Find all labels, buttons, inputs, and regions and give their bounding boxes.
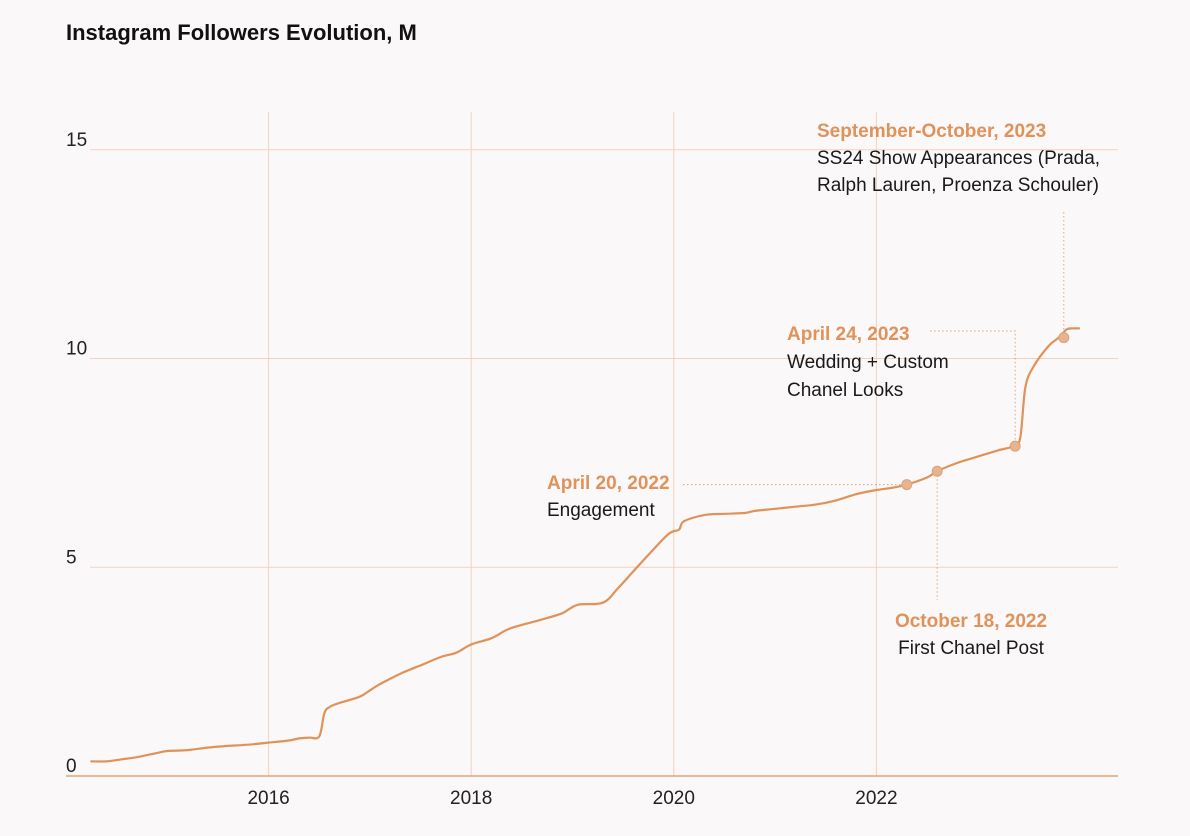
annotation-heading: April 20, 2022 bbox=[547, 473, 670, 494]
annotation-text: Engagement bbox=[547, 500, 655, 521]
annotation-text: Chanel Looks bbox=[787, 380, 903, 401]
annotation-marker bbox=[931, 465, 943, 477]
x-tick-label: 2018 bbox=[450, 788, 492, 809]
annotation-markers bbox=[901, 332, 1070, 491]
x-tick-label: 2016 bbox=[247, 788, 289, 809]
axes: 0 5 10 15 2016 2018 2020 2022 bbox=[66, 130, 1118, 809]
grid-lines bbox=[90, 112, 1118, 776]
annotation-text: First Chanel Post bbox=[898, 638, 1044, 659]
annotation-text: Wedding + Custom bbox=[787, 352, 949, 373]
y-tick-label: 0 bbox=[66, 756, 77, 777]
annotation-marker bbox=[901, 479, 913, 491]
annotations: April 20, 2022 Engagement October 18, 2022… bbox=[547, 121, 1100, 659]
y-tick-label: 15 bbox=[66, 130, 87, 151]
followers-series-line bbox=[90, 327, 1081, 763]
leader-line-wedding bbox=[930, 330, 1016, 447]
annotation-marker bbox=[1009, 440, 1021, 452]
x-tick-label: 2020 bbox=[653, 788, 695, 809]
x-tick-label: 2022 bbox=[855, 788, 897, 809]
y-tick-label: 10 bbox=[66, 339, 87, 360]
annotation-text: Ralph Lauren, Proenza Schouler) bbox=[817, 175, 1099, 196]
annotation-text: SS24 Show Appearances (Prada, bbox=[817, 148, 1100, 169]
chart-title: Instagram Followers Evolution, M bbox=[66, 20, 417, 45]
y-tick-label: 5 bbox=[66, 547, 77, 568]
annotation-heading: October 18, 2022 bbox=[895, 611, 1047, 632]
annotation-heading: September-October, 2023 bbox=[817, 121, 1046, 142]
annotation-heading: April 24, 2023 bbox=[787, 324, 910, 345]
annotation-leaders bbox=[683, 212, 1065, 600]
annotation-marker bbox=[1058, 332, 1070, 344]
